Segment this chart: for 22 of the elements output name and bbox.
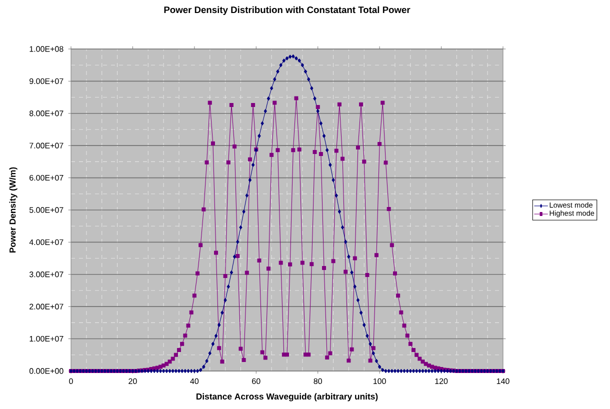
y-tick-label: 1.00E+07	[30, 336, 64, 342]
x-tick-label: 140	[496, 378, 510, 384]
y-tick-label: 1.00E+08	[30, 46, 64, 52]
y-tick-label: 7.00E+07	[30, 142, 64, 148]
x-tick-label: 80	[314, 378, 322, 384]
x-tick-label: 60	[252, 378, 260, 384]
x-tick-label: 120	[435, 378, 448, 384]
chart-title: Power Density Distribution with Constatant Total Power	[164, 6, 410, 15]
y-tick-label: 8.00E+07	[30, 110, 64, 116]
y-tick-label: 9.00E+07	[30, 78, 64, 84]
y-tick-label: 3.00E+07	[29, 272, 64, 278]
y-tick-label: 6.00E+07	[30, 174, 64, 181]
y-tick-label: 0.00E+00	[29, 368, 64, 374]
x-tick-label: 40	[190, 378, 199, 384]
y-tick-label: 4.00E+07	[29, 239, 64, 246]
y-tick-label: 2.00E+07	[30, 304, 64, 310]
y-tick-label: 5.00E+07	[29, 207, 64, 213]
x-axis-title: Distance Across Waveguide (arbitrary units)	[196, 393, 378, 402]
x-tick-label: 20	[128, 378, 137, 384]
x-tick-label: 100	[374, 378, 386, 384]
x-tick-label: 0	[69, 378, 73, 384]
y-axis-title: Power Density (W/m)	[9, 167, 18, 252]
